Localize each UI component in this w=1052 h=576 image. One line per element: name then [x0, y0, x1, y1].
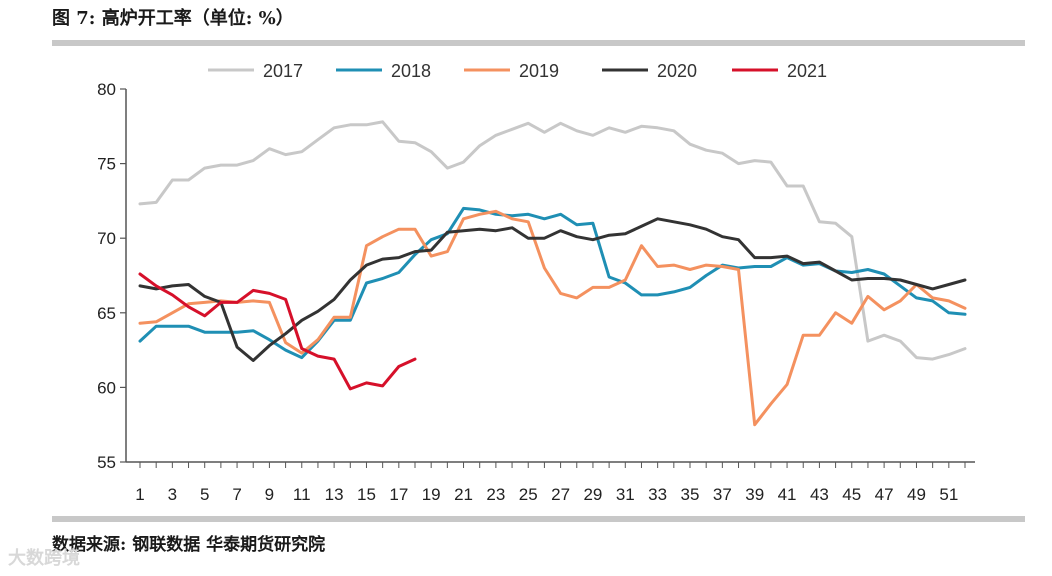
y-tick-label: 75 [97, 155, 116, 174]
x-tick-label: 25 [519, 485, 538, 504]
x-tick-label: 9 [265, 485, 274, 504]
x-tick-label: 37 [713, 485, 732, 504]
x-tick-label: 23 [486, 485, 505, 504]
series-line-2017 [138, 120, 967, 361]
y-tick-label: 65 [97, 304, 116, 323]
x-tick-label: 49 [907, 485, 926, 504]
x-tick-label: 19 [422, 485, 441, 504]
x-tick-label: 51 [939, 485, 958, 504]
legend-label-2018: 2018 [391, 61, 431, 81]
x-tick-label: 33 [648, 485, 667, 504]
series-lines [138, 120, 967, 427]
x-tick-label: 47 [875, 485, 894, 504]
x-tick-label: 27 [551, 485, 570, 504]
figure-title: 图 7: 高炉开工率（单位: %） [52, 8, 294, 29]
legend-label-2019: 2019 [519, 61, 559, 81]
y-tick-label: 55 [97, 453, 116, 472]
legend-label-2021: 2021 [787, 61, 827, 81]
x-tick-label: 13 [325, 485, 344, 504]
series-line-2021 [138, 272, 417, 391]
legend-label-2017: 2017 [263, 61, 303, 81]
legend: 2017 2018 2019 2020 2021 [208, 61, 827, 81]
top-rule [52, 40, 1025, 46]
x-tick-label: 1 [135, 485, 144, 504]
x-tick-label: 45 [842, 485, 861, 504]
x-tick-label: 29 [583, 485, 602, 504]
x-tick-label: 3 [168, 485, 177, 504]
x-tick-label: 15 [357, 485, 376, 504]
x-tick-label: 41 [778, 485, 797, 504]
x-tick-label: 43 [810, 485, 829, 504]
series-line-2020 [138, 217, 967, 362]
legend-label-2020: 2020 [657, 61, 697, 81]
y-tick-label: 70 [97, 229, 116, 248]
y-tick-label: 80 [97, 80, 116, 99]
watermark: 大数跨境 [8, 548, 80, 569]
x-tick-label: 11 [293, 485, 311, 504]
data-source: 数据来源: 钢联数据 华泰期货研究院 [52, 535, 326, 555]
y-tick-label: 60 [97, 378, 116, 397]
x-tick-label: 31 [616, 485, 635, 504]
x-tick-label: 21 [454, 485, 473, 504]
x-tick-label: 17 [389, 485, 408, 504]
x-tick-label: 39 [745, 485, 764, 504]
x-tick-label: 35 [681, 485, 700, 504]
x-tick-label: 7 [232, 485, 241, 504]
series-line-2019 [138, 209, 967, 427]
x-tick-label: 5 [200, 485, 209, 504]
bottom-rule [52, 516, 1025, 522]
